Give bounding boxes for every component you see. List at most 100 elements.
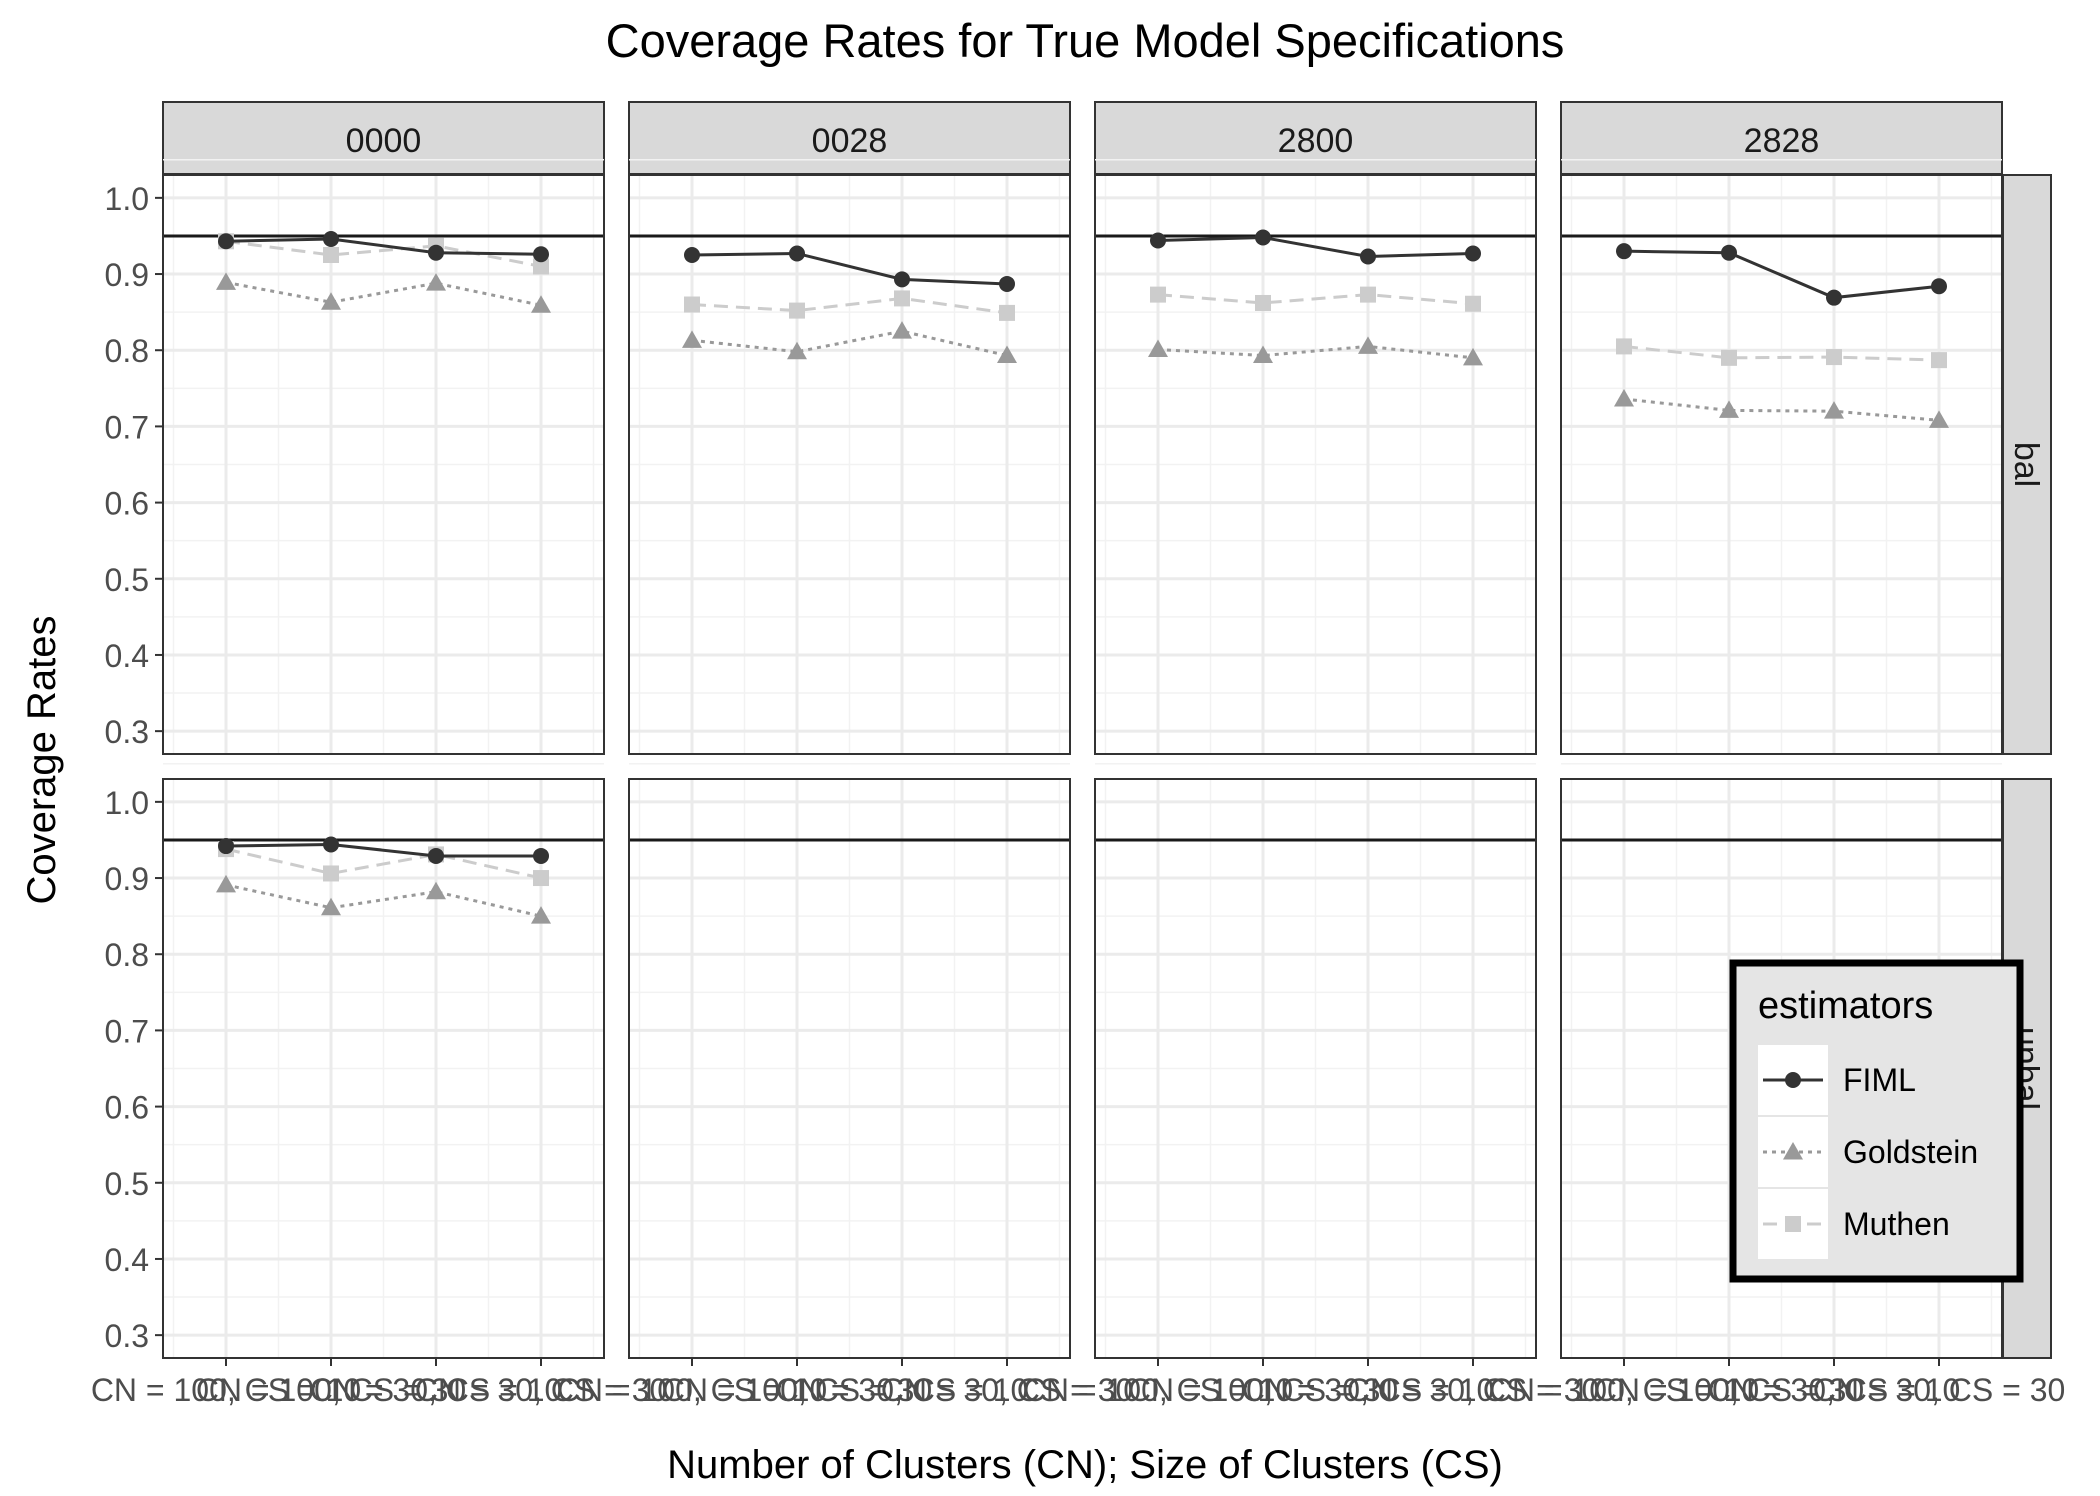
panel-border <box>162 174 605 755</box>
x-tick-label: CN = 30, CS = 10 <box>1242 1372 1495 1408</box>
data-point-goldstein <box>531 295 551 313</box>
y-tick-label: 0.7 <box>105 409 149 445</box>
series-muthen <box>1150 286 1481 312</box>
series-line-muthen <box>1623 344 1940 362</box>
series-line-muthen <box>225 239 542 268</box>
x-tick-label: CN = 100, CS = 30 <box>1128 1372 1398 1408</box>
legend-key-marker <box>1783 1142 1803 1160</box>
y-tick-label: 0.8 <box>105 333 149 369</box>
row-strip-box <box>2002 174 2052 755</box>
data-point-fiml <box>533 246 549 263</box>
facet-strip-0028: 0028 <box>628 101 1071 175</box>
series-goldstein <box>1148 336 1483 366</box>
row-strip-bal: bal <box>2002 174 2052 755</box>
row-strip-label: bal <box>2007 442 2045 487</box>
data-point-fiml <box>1721 244 1737 261</box>
facet-strip-label: 0028 <box>812 122 888 160</box>
data-point-muthen <box>1255 294 1271 311</box>
y-tick-label: 0.5 <box>105 562 149 598</box>
series-fiml <box>218 836 549 864</box>
facet-strip-box <box>1560 101 2003 175</box>
data-point-goldstein <box>682 330 702 348</box>
legend: estimators FIML Goldstein Muthen <box>1729 959 2024 1283</box>
data-point-goldstein <box>892 321 912 339</box>
x-tick-label: CN = 100, CS = 10 <box>557 1372 827 1408</box>
legend-key-marker <box>1785 1072 1801 1088</box>
y-tick-label: 0.9 <box>105 257 149 293</box>
panel-border <box>162 778 605 1359</box>
facet-strip-label: 0000 <box>346 122 422 160</box>
y-tick-label: 0.7 <box>105 1013 149 1049</box>
series-muthen <box>1616 338 1947 369</box>
data-point-fiml <box>1150 232 1166 249</box>
data-point-goldstein <box>216 272 236 290</box>
data-point-muthen <box>1150 286 1166 303</box>
data-point-fiml <box>1360 248 1376 265</box>
facet-panels: 0000 0028 2800 2828balunbal0.30.40.50.60.70… <box>91 101 2065 1408</box>
x-tick-label: CN = 100, CS = 10 <box>91 1372 361 1408</box>
x-tick-label: CN = 30, CS = 10 <box>776 1372 1029 1408</box>
facet-strip-label: 2828 <box>1744 122 1820 160</box>
x-tick-label: CN = 100, CS = 30 <box>196 1372 466 1408</box>
panel-bal-2828 <box>1560 159 2003 755</box>
data-point-goldstein <box>1253 345 1273 364</box>
panel-bal-0000 <box>162 159 605 755</box>
data-point-goldstein <box>1463 347 1483 366</box>
data-point-fiml <box>533 847 549 864</box>
data-point-goldstein <box>1148 339 1168 357</box>
y-tick-label: 0.5 <box>105 1166 149 1202</box>
data-point-muthen <box>1931 352 1947 369</box>
data-point-goldstein <box>321 897 341 916</box>
data-point-muthen <box>533 870 549 887</box>
y-tick-label: 1.0 <box>105 181 149 217</box>
facet-strip-label: 2800 <box>1278 122 1354 160</box>
y-tick-label: 0.6 <box>105 1090 149 1126</box>
data-point-fiml <box>894 271 910 288</box>
data-point-fiml <box>1931 278 1947 295</box>
y-tick-label: 0.6 <box>105 486 149 522</box>
data-point-muthen <box>1616 338 1632 355</box>
x-tick-label: CN = 30, CS = 30 <box>1347 1372 1600 1408</box>
legend-label: Muthen <box>1843 1206 1950 1242</box>
data-point-goldstein <box>216 874 236 893</box>
y-tick-label: 0.3 <box>105 1318 149 1354</box>
series-muthen <box>684 290 1015 321</box>
x-tick-label: CN = 30, CS = 10 <box>310 1372 563 1408</box>
series-line-muthen <box>225 847 542 880</box>
data-point-goldstein <box>1929 410 1949 428</box>
legend-title: estimators <box>1758 985 1933 1027</box>
data-point-muthen <box>1826 349 1842 366</box>
x-tick-label: CN = 100, CS = 10 <box>1489 1372 1759 1408</box>
data-point-muthen <box>1360 286 1376 303</box>
panel-border <box>628 778 1071 1359</box>
data-point-goldstein <box>321 292 341 310</box>
data-point-goldstein <box>426 881 446 900</box>
data-point-fiml <box>323 836 339 853</box>
x-tick-label: CN = 100, CS = 30 <box>1594 1372 1864 1408</box>
x-tick-label: CN = 30, CS = 30 <box>1813 1372 2066 1408</box>
data-point-muthen <box>1465 295 1481 312</box>
series-fiml <box>1150 229 1481 265</box>
legend-key-marker <box>1785 1216 1801 1232</box>
data-point-fiml <box>428 244 444 261</box>
panel-bal-2800 <box>1094 159 1537 755</box>
panel-unbal-0000 <box>162 763 605 1359</box>
panel-bal-0028 <box>628 159 1071 755</box>
series-goldstein <box>216 874 551 924</box>
x-tick-label: CN = 30, CS = 30 <box>881 1372 1134 1408</box>
data-point-goldstein <box>1614 388 1634 407</box>
data-point-fiml <box>1255 229 1271 246</box>
data-point-fiml <box>999 275 1015 292</box>
y-tick-label: 0.9 <box>105 861 149 897</box>
x-tick-label: CN = 30, CS = 10 <box>1708 1372 1961 1408</box>
data-point-fiml <box>428 847 444 864</box>
x-tick-label: CN = 100, CS = 30 <box>662 1372 932 1408</box>
series-goldstein <box>682 321 1017 364</box>
series-goldstein <box>1614 388 1949 428</box>
data-point-muthen <box>894 290 910 307</box>
data-point-goldstein <box>531 906 551 924</box>
facet-strip-box <box>628 101 1071 175</box>
